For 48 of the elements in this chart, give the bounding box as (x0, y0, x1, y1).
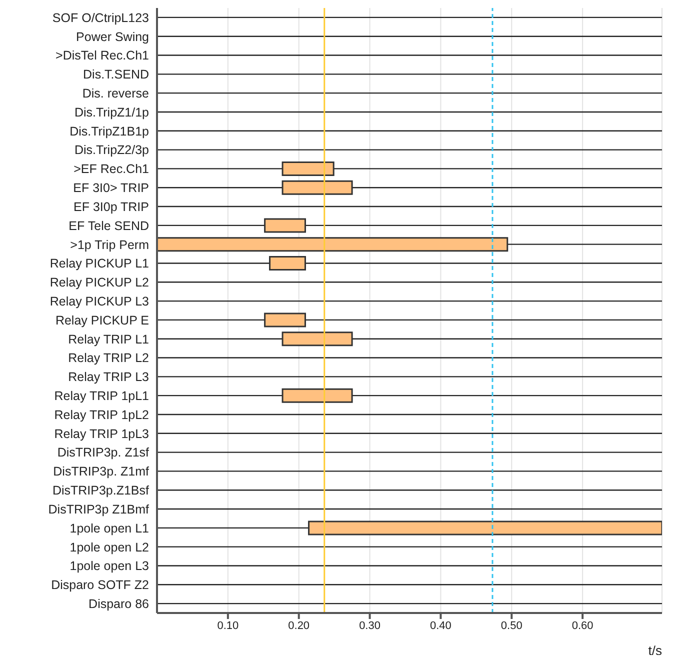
y-tick-label: Relay PICKUP L2 (50, 276, 150, 290)
y-tick-label: DisTRIP3p. Z1mf (53, 464, 150, 479)
bar (308, 520, 662, 536)
bar (282, 180, 353, 195)
y-tick-label: Dis.TripZ1/1p (74, 105, 150, 120)
x-axis-title: t/s (648, 643, 662, 658)
y-tick-label: Relay TRIP L2 (68, 351, 150, 366)
y-tick-label: Disparo SOTF Z2 (51, 578, 150, 592)
y-tick-label: Relay PICKUP E (55, 313, 149, 328)
bar (282, 388, 353, 403)
bar (264, 218, 306, 233)
y-tick-label: Disparo 86 (88, 596, 150, 611)
y-tick-label: EF 3I0p TRIP (74, 200, 149, 214)
y-tick-label: >DisTel Rec.Ch1 (56, 48, 150, 63)
y-tick-label: 1pole open L1 (70, 521, 150, 536)
x-tick-label: 0.20 (288, 620, 310, 632)
bar (269, 256, 306, 271)
y-tick-label: Relay PICKUP L3 (50, 294, 150, 308)
x-tick-label: 0.60 (572, 620, 594, 632)
y-tick-label: Dis.TripZ1B1p (70, 124, 150, 138)
y-tick-label: Relay TRIP 1pL3 (54, 426, 150, 441)
y-tick-label: EF Tele SEND (68, 218, 149, 233)
y-tick-label: DisTRIP3p Z1Bmf (48, 502, 150, 516)
y-tick-label: Dis.T.SEND (83, 68, 149, 82)
y-tick-label: Relay TRIP 1pL1 (54, 389, 150, 404)
y-tick-label: DisTRIP3p.Z1Bsf (52, 484, 150, 498)
bar (264, 312, 306, 328)
bar (282, 162, 334, 176)
y-tick-label: 1pole open L3 (70, 559, 150, 574)
y-tick-label: Dis. reverse (82, 86, 150, 101)
y-tick-label: Relay TRIP L1 (68, 332, 150, 346)
y-tick-label: Relay TRIP 1pL2 (54, 408, 150, 422)
y-tick-label: SOF O/CtripL123 (52, 10, 150, 25)
x-tick-label: 0.40 (430, 620, 452, 632)
y-tick-label: >1p Trip Perm (70, 238, 149, 252)
bar (157, 237, 508, 252)
y-tick-label: >EF Rec.Ch1 (74, 162, 150, 176)
y-tick-label: Dis.TripZ2/3p (74, 143, 150, 158)
x-tick-label: 0.50 (500, 620, 522, 632)
y-tick-label: 1pole open L2 (70, 540, 150, 554)
y-tick-label: DisTRIP3p. Z1sf (57, 446, 150, 460)
y-tick-label: Power Swing (76, 30, 150, 44)
x-tick-label: 0.30 (359, 620, 380, 632)
y-tick-label: Relay PICKUP L1 (50, 256, 150, 271)
y-tick-label: Relay TRIP L3 (68, 370, 150, 384)
x-tick-label: 0.10 (217, 620, 239, 632)
y-tick-label: EF 3I0> TRIP (73, 181, 149, 196)
bar (282, 332, 353, 346)
